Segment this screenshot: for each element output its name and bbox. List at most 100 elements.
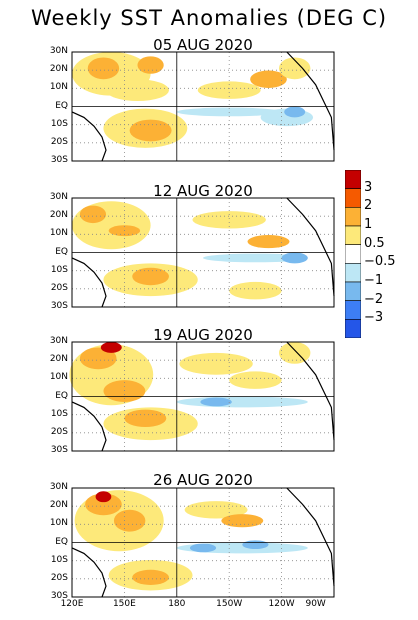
- anomaly-region: [79, 205, 107, 224]
- coastline-east: [286, 197, 335, 297]
- lat-label: 20N: [49, 64, 68, 75]
- anomaly-region: [179, 352, 253, 375]
- anomaly-region: [284, 106, 306, 118]
- map-panel-1: [71, 51, 335, 162]
- anomaly-region: [176, 396, 308, 408]
- colorbar-segment: [345, 300, 361, 320]
- anomaly-region: [203, 253, 308, 263]
- anomaly-region: [132, 569, 169, 586]
- lat-label: 20S: [50, 136, 68, 147]
- lat-label: 30S: [50, 445, 68, 455]
- anomaly-region: [85, 493, 122, 516]
- anomaly-region: [281, 252, 308, 264]
- colorbar-segment: [345, 225, 361, 245]
- lat-label: EQ: [55, 246, 68, 257]
- anomaly-region: [87, 57, 120, 80]
- coastline-west: [71, 111, 107, 162]
- lon-label: 90W: [305, 599, 326, 609]
- lat-label: 10N: [49, 518, 68, 529]
- panel-date-2: 12 AUG 2020: [153, 182, 253, 200]
- anomaly-region: [192, 211, 266, 229]
- colorbar-segment: [345, 188, 361, 208]
- map-panel-4: [71, 487, 335, 598]
- anomaly-region: [278, 342, 311, 364]
- anomaly-region: [132, 267, 169, 286]
- coastline-west: [71, 547, 107, 598]
- lat-label: EQ: [55, 536, 68, 547]
- anomaly-region: [113, 509, 146, 532]
- lon-label: 120W: [268, 599, 295, 609]
- colorbar-level-label: −1: [364, 273, 384, 288]
- coastline-east: [286, 341, 335, 441]
- colorbar-segment: [345, 263, 361, 283]
- anomaly-region: [176, 107, 282, 117]
- anomaly-region: [189, 543, 217, 553]
- lat-label: 10N: [49, 372, 68, 383]
- lat-label: 20N: [49, 354, 68, 365]
- lat-label: 10S: [50, 554, 68, 565]
- lat-label: 10N: [49, 228, 68, 239]
- colorbar-segment: [345, 170, 361, 189]
- lat-label: 20S: [50, 282, 68, 293]
- anomaly-region: [129, 119, 172, 142]
- anomaly-region: [197, 81, 261, 99]
- lat-label: 30N: [49, 482, 68, 492]
- anomaly-region: [184, 501, 248, 519]
- lat-label: 30S: [50, 301, 68, 311]
- colorbar: [345, 170, 361, 338]
- lat-label: 30S: [50, 155, 68, 165]
- coastline-east: [286, 487, 335, 587]
- lat-label: 10S: [50, 118, 68, 129]
- colorbar-level-label: 3: [364, 179, 373, 195]
- colorbar-level-label: −3: [364, 310, 384, 326]
- coastline-west: [71, 401, 107, 452]
- colorbar-level-label: 1: [364, 217, 373, 232]
- lat-label: 20S: [50, 572, 68, 583]
- colorbar-level-label: 0.5: [364, 235, 385, 251]
- colorbar-level-label: −2: [364, 291, 384, 307]
- anomaly-region: [221, 514, 264, 528]
- panel-date-1: 05 AUG 2020: [153, 36, 253, 54]
- colorbar-level-label: 2: [364, 198, 373, 214]
- lon-label: 180: [168, 599, 186, 609]
- lat-label: 30N: [49, 336, 68, 346]
- anomaly-region: [106, 79, 169, 102]
- anomaly-region: [124, 409, 167, 428]
- anomaly-region: [278, 57, 311, 80]
- lat-label: 30N: [49, 192, 68, 202]
- coastline-east: [286, 51, 335, 151]
- colorbar-segment: [345, 244, 361, 264]
- anomaly-region: [100, 342, 122, 353]
- lat-label: 20S: [50, 426, 68, 437]
- anomaly-region: [229, 371, 282, 389]
- anomaly-region: [137, 56, 164, 74]
- anomaly-region: [200, 397, 232, 407]
- lon-label: 150W: [216, 599, 243, 609]
- lat-label: EQ: [55, 390, 68, 401]
- anomaly-region: [250, 70, 287, 88]
- anomaly-region: [229, 281, 282, 300]
- lon-label: 150E: [112, 599, 136, 609]
- colorbar-level-label: −0.5: [364, 254, 396, 270]
- colorbar-segment: [345, 281, 361, 301]
- lat-label: 20N: [49, 210, 68, 221]
- lat-label: 30S: [50, 591, 68, 601]
- lat-label: EQ: [55, 100, 68, 111]
- lon-label: 120E: [60, 599, 84, 609]
- map-panel-2: [71, 197, 335, 308]
- lat-label: 30N: [49, 46, 68, 56]
- anomaly-region: [247, 235, 290, 249]
- anomaly-region: [95, 491, 112, 503]
- panel-date-3: 19 AUG 2020: [153, 326, 253, 344]
- map-title: Weekly SST Anomalies (DEG C): [30, 6, 388, 30]
- anomaly-region: [242, 540, 269, 550]
- anomaly-region: [79, 347, 117, 370]
- map-panel-3: [69, 341, 335, 452]
- lat-label: 10S: [50, 408, 68, 419]
- colorbar-segment: [345, 319, 361, 338]
- panel-date-4: 26 AUG 2020: [153, 471, 253, 489]
- lat-label: 20N: [49, 500, 68, 511]
- colorbar-segment: [345, 207, 361, 227]
- lat-label: 10N: [49, 82, 68, 93]
